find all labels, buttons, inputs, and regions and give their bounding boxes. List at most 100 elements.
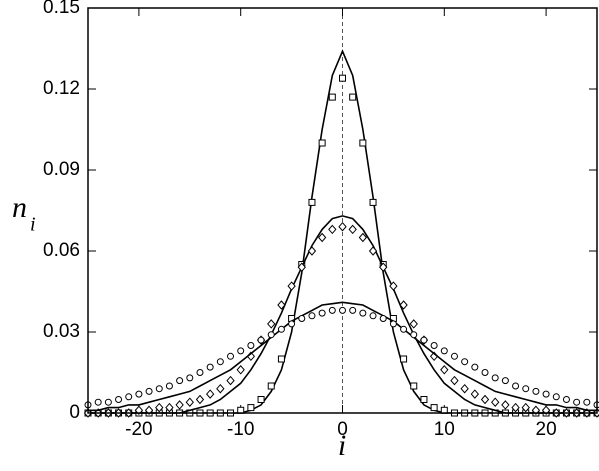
diamond-marker bbox=[482, 396, 489, 404]
diamond-marker bbox=[186, 398, 193, 406]
diamond-marker bbox=[502, 401, 509, 409]
circle-marker bbox=[197, 370, 203, 376]
diamond-marker bbox=[451, 377, 458, 385]
circle-marker bbox=[248, 343, 254, 349]
circle-marker bbox=[166, 383, 172, 389]
square-marker bbox=[411, 383, 417, 389]
square-marker bbox=[360, 140, 366, 146]
circle-marker bbox=[523, 386, 529, 392]
circle-marker bbox=[187, 375, 193, 381]
circle-marker bbox=[411, 332, 417, 338]
circle-marker bbox=[492, 375, 498, 381]
diamond-marker bbox=[349, 225, 356, 233]
circle-marker bbox=[441, 348, 447, 354]
circle-marker bbox=[472, 364, 478, 370]
x-tick-label: -20 bbox=[125, 419, 152, 440]
circle-marker bbox=[156, 386, 162, 392]
diamond-marker bbox=[207, 390, 214, 398]
circle-marker bbox=[177, 378, 183, 384]
circle-marker bbox=[126, 394, 132, 400]
diamond-marker bbox=[461, 385, 468, 393]
square-marker bbox=[329, 94, 335, 100]
square-marker bbox=[319, 140, 325, 146]
diamond-marker bbox=[441, 366, 448, 374]
circle-marker bbox=[95, 399, 101, 405]
circle-marker bbox=[543, 391, 549, 397]
circle-marker bbox=[584, 399, 590, 405]
circle-marker bbox=[319, 310, 325, 316]
circle-marker bbox=[340, 307, 346, 313]
x-tick-label: 20 bbox=[536, 419, 557, 440]
circle-marker bbox=[105, 399, 111, 405]
y-tick-label: 0.15 bbox=[43, 0, 80, 18]
circle-marker bbox=[238, 348, 244, 354]
square-marker bbox=[248, 405, 254, 411]
y-tick-label: 0 bbox=[69, 402, 80, 423]
circle-marker bbox=[563, 397, 569, 403]
circle-marker bbox=[380, 316, 386, 322]
circle-marker bbox=[533, 388, 539, 394]
circle-marker bbox=[390, 321, 396, 327]
curve bbox=[88, 216, 597, 413]
circle-marker bbox=[217, 359, 223, 365]
square-marker bbox=[350, 94, 356, 100]
circle-marker bbox=[574, 399, 580, 405]
diamond-marker bbox=[227, 377, 234, 385]
y-axis-label-sub: i bbox=[30, 214, 36, 236]
square-marker bbox=[370, 199, 376, 205]
square-marker bbox=[278, 356, 284, 362]
circle-marker bbox=[116, 397, 122, 403]
square-marker bbox=[258, 397, 264, 403]
square-marker bbox=[431, 405, 437, 411]
square-marker bbox=[401, 356, 407, 362]
circle-marker bbox=[146, 388, 152, 394]
circle-marker bbox=[299, 316, 305, 322]
y-axis-label: n bbox=[12, 191, 27, 224]
circle-marker bbox=[401, 326, 407, 332]
circle-marker bbox=[350, 307, 356, 313]
circle-marker bbox=[482, 370, 488, 376]
circle-marker bbox=[268, 332, 274, 338]
circle-marker bbox=[309, 313, 315, 319]
x-tick-label: 10 bbox=[434, 419, 455, 440]
circle-marker bbox=[360, 310, 366, 316]
circle-marker bbox=[502, 378, 508, 384]
y-tick-label: 0.12 bbox=[43, 78, 80, 99]
y-tick-label: 0.03 bbox=[43, 321, 80, 342]
square-marker bbox=[309, 199, 315, 205]
circle-marker bbox=[258, 337, 264, 343]
diamond-marker bbox=[196, 396, 203, 404]
diamond-marker bbox=[471, 390, 478, 398]
y-tick-label: 0.06 bbox=[43, 240, 80, 261]
circle-marker bbox=[289, 321, 295, 327]
x-tick-label: -10 bbox=[227, 419, 254, 440]
circle-marker bbox=[329, 307, 335, 313]
circle-marker bbox=[431, 343, 437, 349]
diamond-marker bbox=[268, 320, 275, 328]
diamond-marker bbox=[217, 385, 224, 393]
circle-marker bbox=[370, 313, 376, 319]
square-marker bbox=[421, 397, 427, 403]
circle-marker bbox=[207, 364, 213, 370]
circle-marker bbox=[462, 359, 468, 365]
y-tick-label: 0.09 bbox=[43, 159, 80, 180]
circle-marker bbox=[421, 337, 427, 343]
diamond-marker bbox=[329, 225, 336, 233]
circle-marker bbox=[136, 391, 142, 397]
diamond-marker bbox=[237, 366, 244, 374]
circle-marker bbox=[451, 353, 457, 359]
circle-marker bbox=[513, 383, 519, 389]
diamond-marker bbox=[176, 401, 183, 409]
diamond-marker bbox=[308, 247, 315, 255]
x-tick-label: 0 bbox=[337, 419, 348, 440]
square-marker bbox=[268, 383, 274, 389]
diamond-marker bbox=[339, 223, 346, 231]
circle-marker bbox=[553, 394, 559, 400]
circle-marker bbox=[228, 353, 234, 359]
circle-marker bbox=[278, 326, 284, 332]
diamond-marker bbox=[410, 320, 417, 328]
diamond-marker bbox=[370, 247, 377, 255]
square-marker bbox=[340, 75, 346, 81]
diamond-marker bbox=[492, 398, 499, 406]
